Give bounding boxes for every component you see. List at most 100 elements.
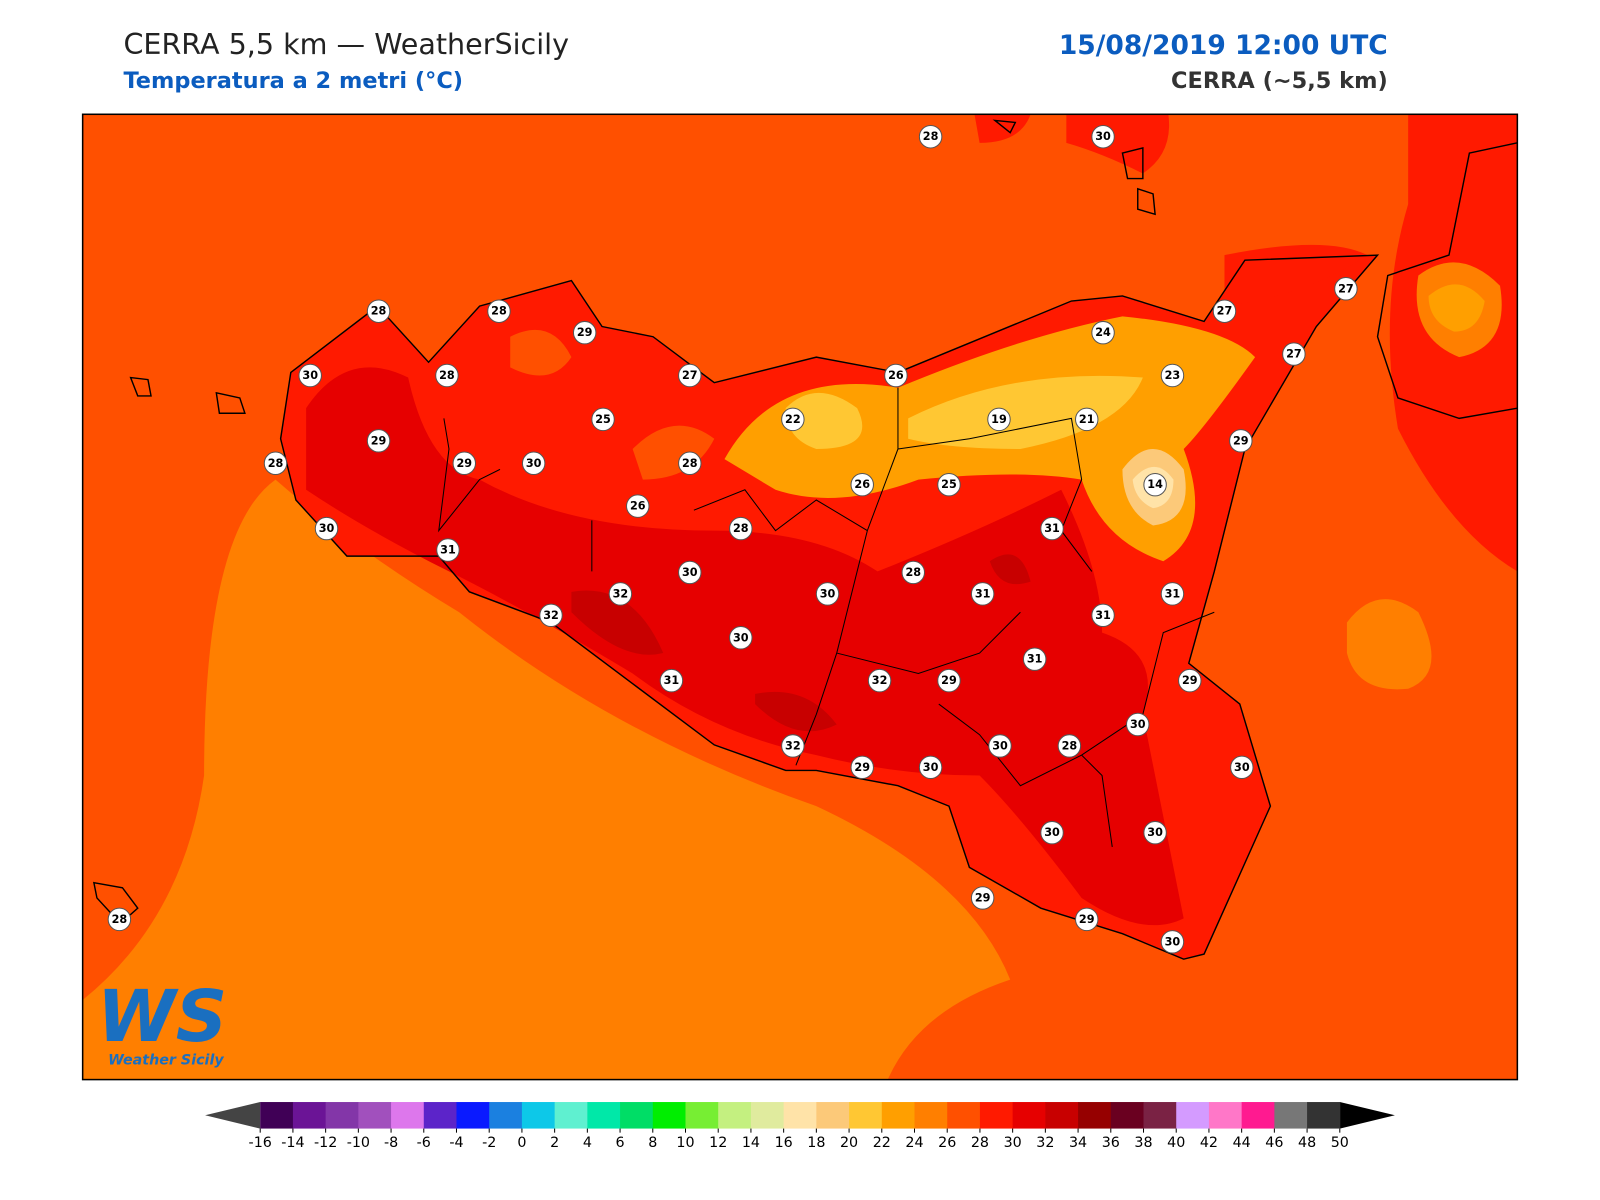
station-value: 31 [1027,653,1043,666]
map-frame [81,113,1519,1081]
colorbar-tick-label: 44 [1233,1135,1251,1151]
colorbar-bin [979,1102,1014,1129]
station-value: 29 [456,457,472,470]
station-value: 30 [302,369,318,382]
station-value: 27 [1217,305,1233,318]
warm-sea [82,479,1011,1080]
station-marker [815,582,840,606]
colorbar-tick-label: -2 [482,1135,496,1151]
station-value: 24 [1095,326,1111,339]
station-marker [608,582,633,606]
station-marker [884,363,908,388]
station-marker [435,363,459,388]
colorbar-bin [1176,1102,1210,1129]
colorbar-bin [881,1102,916,1129]
station-value: 28 [733,522,749,535]
logo-text: Weather Sicily [108,1052,224,1068]
colorbar-bin [1208,1102,1243,1129]
colorbar-tick-label: 2 [550,1135,559,1151]
station-marker [1282,342,1306,366]
station-value: 31 [440,544,456,557]
colorbar-tick-label: 34 [1069,1135,1087,1151]
station-marker [729,516,753,541]
colorbar-bin [718,1102,752,1129]
station-marker [678,560,702,585]
station-value: 26 [888,369,904,382]
colorbar-tick-label: 50 [1331,1135,1349,1151]
colorbar-bin [587,1102,621,1129]
station-marker [1160,930,1185,954]
title: CERRA 5,5 km — WeatherSicily [123,27,569,61]
station-value: 31 [1095,609,1111,622]
colorbar-tick-label: 8 [648,1135,657,1151]
colorbar-bin [1307,1102,1341,1129]
station-marker [988,734,1012,758]
colorbar-tick-label: 32 [1036,1135,1054,1151]
station-value: 30 [1095,130,1111,143]
colorbar-bin [391,1102,425,1129]
station-marker [366,429,391,453]
station-value: 32 [613,587,629,600]
station-marker [521,451,546,475]
colorbar-tick-label: 24 [905,1135,923,1151]
colorbar-bin [783,1102,817,1129]
station-value: 28 [439,369,455,382]
colorbar-bin [1274,1102,1308,1129]
province-borders [438,387,1215,848]
station-value: 31 [664,674,680,687]
colorbar-bin [685,1102,719,1129]
station-value: 31 [1044,522,1060,535]
station-value: 29 [577,326,593,339]
station-marker [539,603,563,628]
station-marker [918,755,943,780]
colorbar-tick-label: 26 [938,1135,956,1151]
station-value: 14 [1147,478,1163,491]
colorbar-bin [260,1102,294,1129]
colorbar-bin [521,1102,556,1129]
station-marker [487,299,511,323]
colorbar-bin [325,1102,359,1129]
colorbar: -16 -14 -12 -10 -8 -6 -4 -2 0 2 4 6 8 10 12 14 16 18 20 22 2… [205,1102,1395,1151]
colorbar-bin [914,1102,948,1129]
station-marker [678,363,702,388]
colorbar-tick-label: -6 [417,1135,431,1151]
station-marker [1091,125,1115,149]
colorbar-bin [816,1102,850,1129]
station-value: 26 [854,478,870,491]
colorbar-tick-label: 30 [1004,1135,1022,1151]
station-value: 30 [923,761,939,774]
logo-letters: WS [97,975,227,1058]
colorbar-tick-label: 40 [1167,1135,1185,1151]
station-value: 19 [991,413,1007,426]
station-value: 29 [854,761,870,774]
logo: WS Weather Sicily [97,975,227,1068]
station-value: 21 [1079,413,1095,426]
station-marker [1160,582,1185,606]
colorbar-tick-label: 6 [616,1135,625,1151]
station-value: 31 [975,587,991,600]
colorbar-tick-label: 0 [517,1135,526,1151]
station-value: 31 [1165,587,1181,600]
station-marker [987,407,1011,432]
station-value: 30 [992,739,1008,752]
station-value: 30 [1147,826,1163,839]
station-value: 25 [941,478,957,491]
station-marker [1040,516,1064,541]
colorbar-bin [849,1102,883,1129]
station-value: 30 [1234,761,1250,774]
colorbar-bin [1012,1102,1046,1129]
station-value: 27 [682,369,698,382]
colorbar-bin [423,1102,458,1129]
station-value: 30 [1130,718,1146,731]
station-marker [937,668,961,693]
station-value: 32 [872,674,888,687]
colorbar-bin [358,1102,392,1129]
colorbar-bin [1078,1102,1112,1129]
station-value: 29 [1079,913,1095,926]
station-value: 29 [941,674,957,687]
colorbar-bin [1110,1102,1145,1129]
station-value: 28 [682,457,698,470]
station-value: 28 [112,913,128,926]
